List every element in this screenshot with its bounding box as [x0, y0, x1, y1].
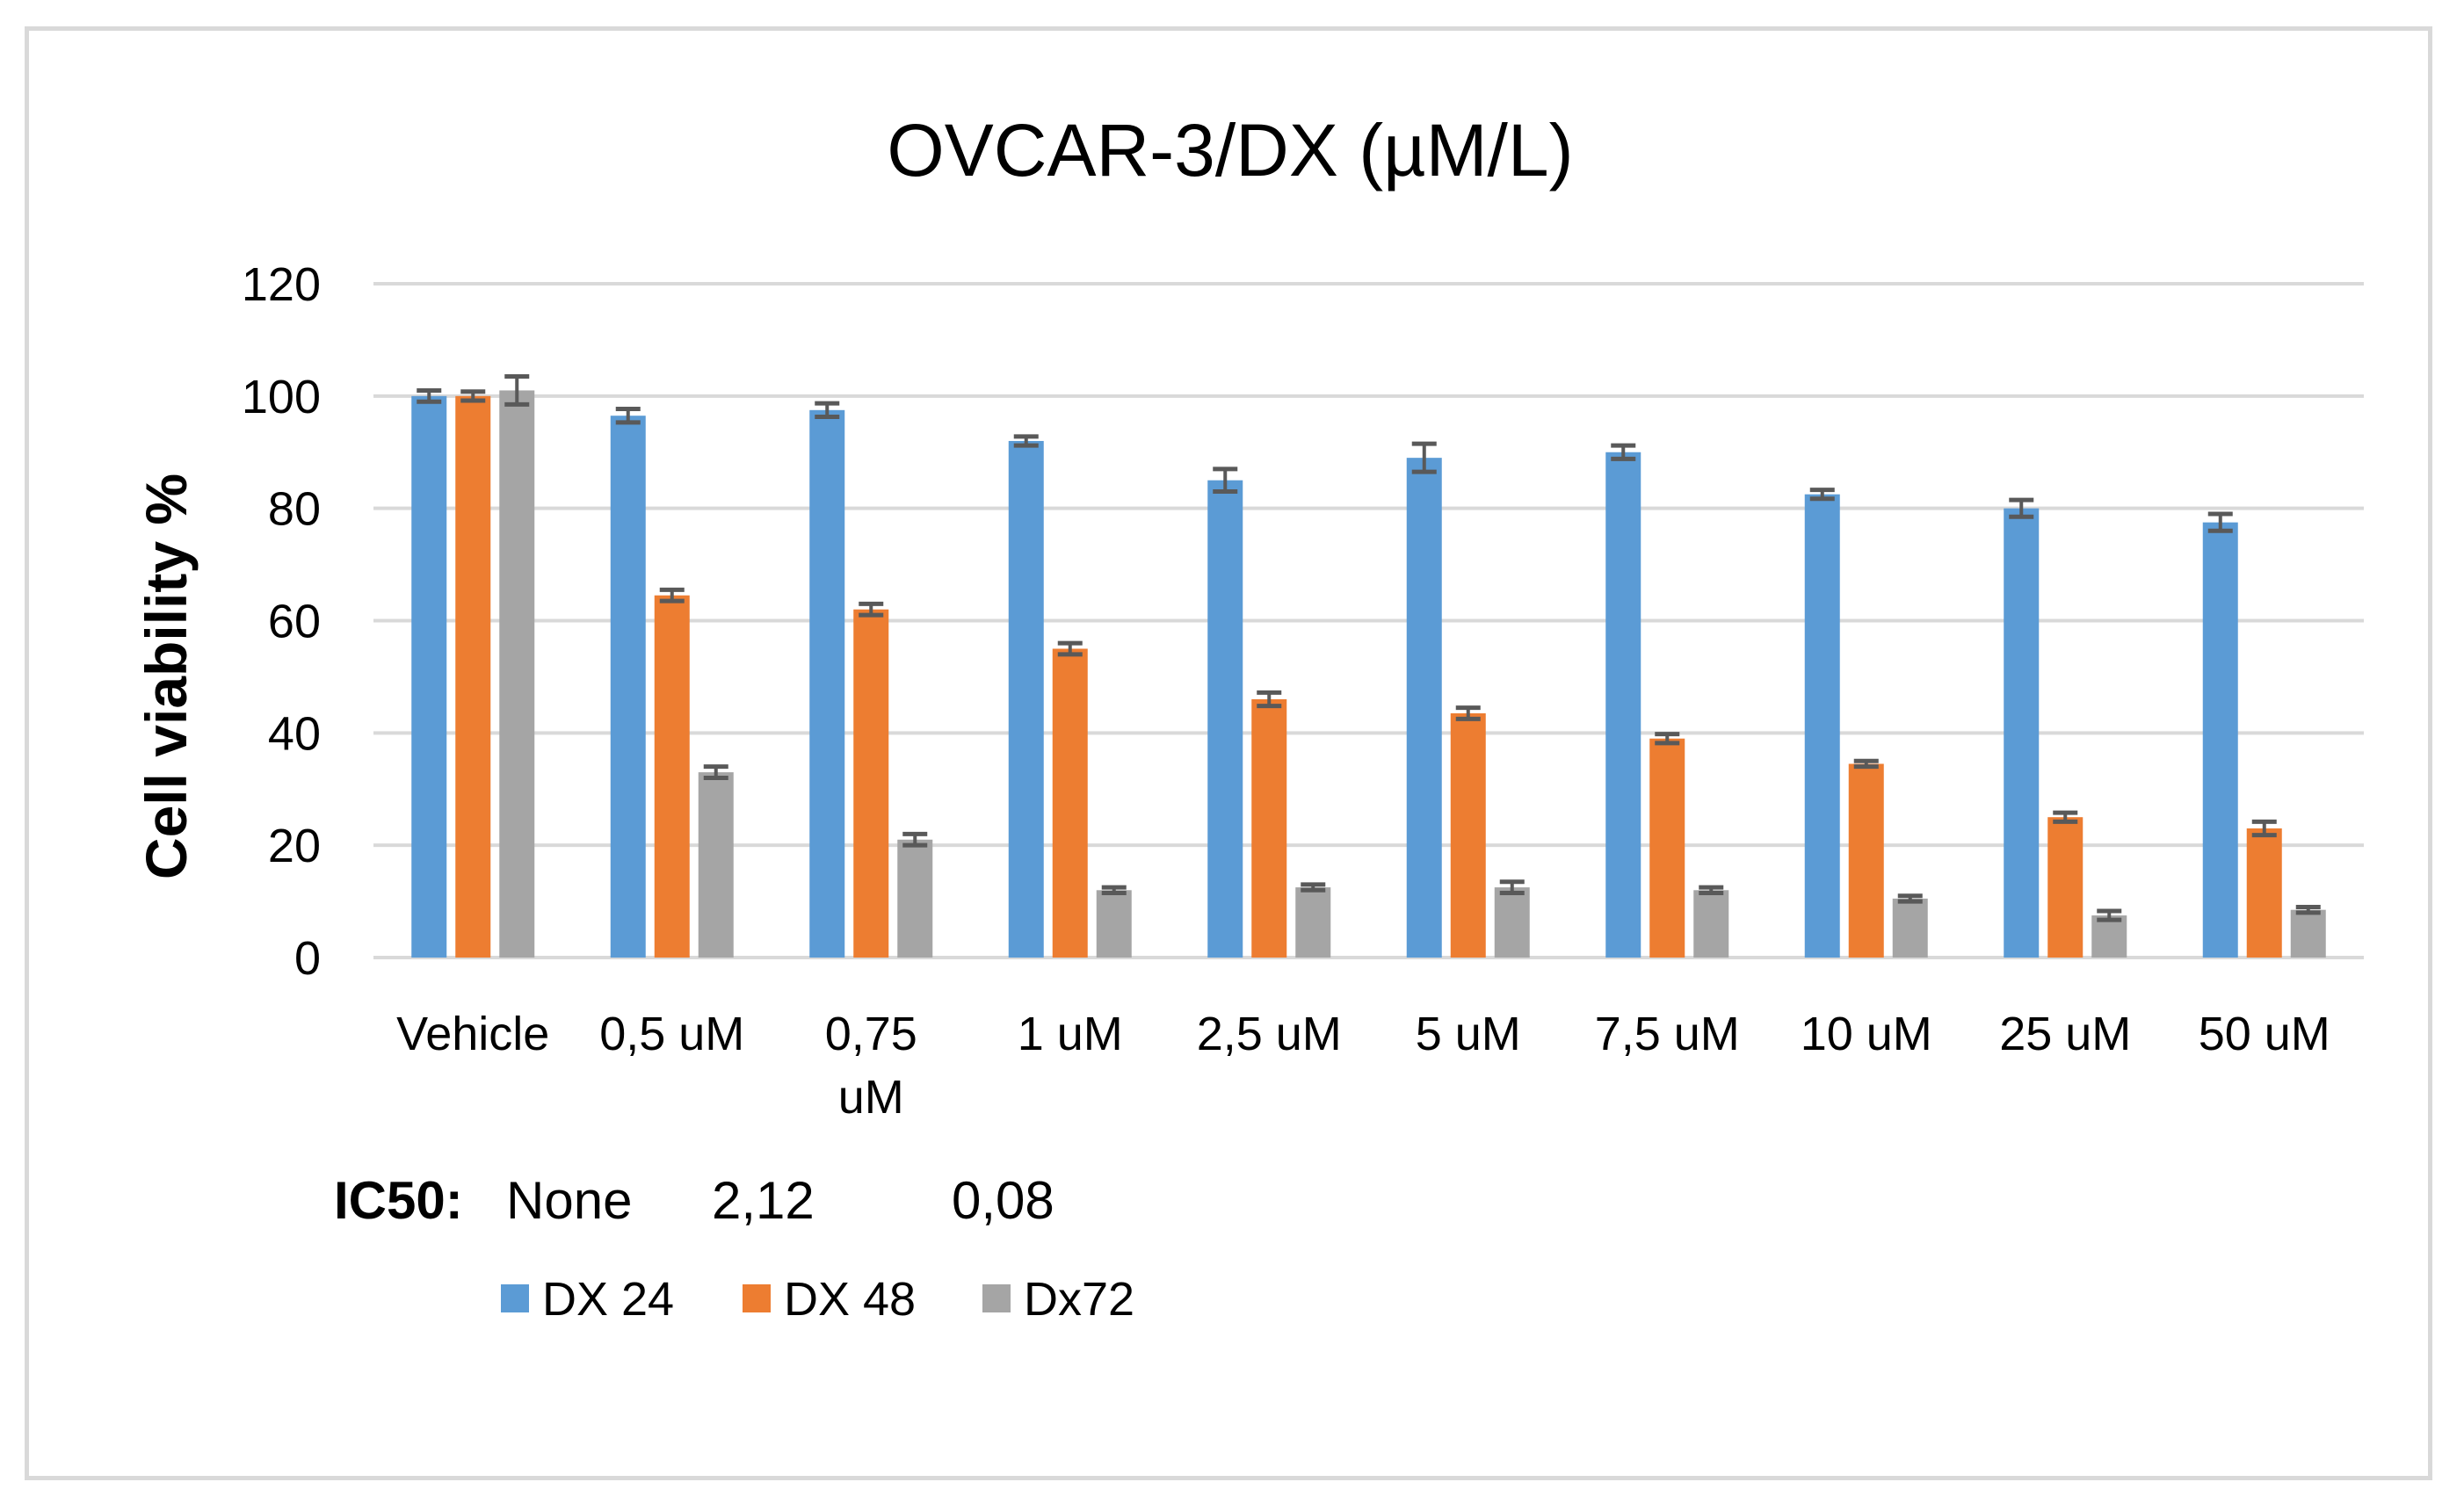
- bar-dx24: [1207, 480, 1243, 958]
- bar-dx72: [1295, 887, 1331, 958]
- bar-dx24: [2004, 508, 2040, 958]
- y-axis-label: Cell viability %: [134, 474, 199, 879]
- legend-label: DX 24: [542, 1273, 674, 1326]
- ic50-label: IC50:: [334, 1171, 463, 1230]
- bar-dx72: [1892, 898, 1928, 958]
- bar-dx72: [698, 772, 734, 958]
- error-bar: [859, 601, 884, 618]
- error-bar: [1013, 434, 1039, 448]
- error-bar: [1411, 441, 1437, 474]
- bar-dx48: [2246, 828, 2282, 958]
- bar-dx72: [1693, 890, 1729, 958]
- y-axis-ticks: 0 20 40 60 80 100 120: [242, 258, 321, 985]
- bar-dx24: [809, 409, 845, 958]
- y-tick-label: 0: [294, 932, 321, 985]
- y-tick-label: 120: [242, 258, 321, 311]
- x-tick-label: 2,5 uM: [1197, 1008, 1342, 1060]
- bar-dx48: [853, 609, 889, 958]
- legend-swatch: [501, 1284, 529, 1312]
- error-bar: [504, 373, 530, 407]
- error-bar: [1655, 732, 1680, 746]
- error-bar: [1611, 443, 1636, 461]
- error-bar: [703, 764, 728, 780]
- x-axis-ticks: Vehicle 0,5 uM 0,75 uM 1 uM 2,5 uM 5 uM 7,5 uM 1…: [396, 1008, 2330, 1124]
- bar-dx72: [499, 390, 535, 958]
- ic50-value-2: 2,12: [712, 1171, 815, 1230]
- legend-item: DX 48: [743, 1273, 916, 1326]
- error-bar: [1301, 882, 1326, 893]
- x-tick-label: 0,75 uM: [825, 1008, 917, 1124]
- bar-dx48: [1649, 738, 1685, 958]
- bar-dx72: [1096, 890, 1132, 958]
- error-bar: [1809, 488, 1835, 502]
- error-bar: [2295, 904, 2321, 915]
- error-bars: [417, 373, 2321, 922]
- x-tick-label: Vehicle: [396, 1008, 549, 1060]
- x-tick-label: 5 uM: [1416, 1008, 1521, 1060]
- bar-dx72: [897, 839, 933, 958]
- error-bar: [2097, 908, 2122, 922]
- ic50-row: IC50: None 2,12 0,08: [334, 1171, 1054, 1230]
- bars: [411, 390, 2326, 958]
- x-tick-label: 10 uM: [1801, 1008, 1932, 1060]
- y-tick-label: 100: [242, 371, 321, 423]
- error-bar: [659, 587, 685, 604]
- bar-dx72: [2091, 915, 2127, 958]
- bar-dx24: [1008, 440, 1044, 958]
- ic50-value-1: None: [506, 1171, 632, 1230]
- bar-dx48: [2047, 817, 2084, 958]
- bar-dx24: [411, 395, 447, 958]
- bar-dx24: [610, 416, 646, 958]
- error-bar: [615, 407, 641, 425]
- error-bar: [460, 389, 486, 403]
- error-bar: [902, 831, 928, 848]
- bar-dx72: [2290, 909, 2326, 958]
- ic50-value-3: 0,08: [952, 1171, 1054, 1230]
- error-bar: [417, 387, 442, 404]
- error-bar: [2207, 511, 2233, 533]
- legend: DX 24 DX 48 Dx72: [501, 1273, 1134, 1326]
- bar-dx48: [1251, 698, 1287, 958]
- legend-swatch: [982, 1284, 1011, 1312]
- bar-dx24: [1804, 494, 1840, 958]
- y-tick-label: 40: [268, 707, 321, 760]
- error-bar: [1101, 885, 1127, 895]
- y-tick-label: 80: [268, 483, 321, 536]
- error-bar: [815, 401, 840, 419]
- error-bar: [1897, 893, 1923, 904]
- error-bar: [1257, 690, 1282, 709]
- legend-label: Dx72: [1024, 1273, 1134, 1326]
- error-bar: [2251, 819, 2277, 838]
- x-tick-label: 25 uM: [1999, 1008, 2131, 1060]
- error-bar: [2053, 810, 2078, 824]
- error-bar: [1853, 758, 1879, 770]
- error-bar: [1213, 466, 1238, 494]
- x-tick-label: 0,5 uM: [599, 1008, 744, 1060]
- x-tick-label: 7,5 uM: [1595, 1008, 1740, 1060]
- error-bar: [1699, 885, 1724, 895]
- error-bar: [1057, 640, 1083, 657]
- bar-dx24: [2202, 522, 2238, 958]
- legend-label: DX 48: [784, 1273, 916, 1326]
- bar-dx24: [1406, 458, 1442, 958]
- y-tick-label: 60: [268, 596, 321, 648]
- error-bar: [1455, 705, 1481, 721]
- x-tick-label: 1 uM: [1018, 1008, 1123, 1060]
- bar-dx48: [1450, 712, 1486, 958]
- legend-item: DX 24: [501, 1273, 674, 1326]
- y-tick-label: 20: [268, 820, 321, 872]
- bar-dx48: [1052, 648, 1088, 958]
- bar-dx48: [1848, 763, 1884, 958]
- error-bar: [2009, 497, 2034, 519]
- legend-swatch: [743, 1284, 771, 1312]
- bar-dx24: [1605, 452, 1641, 958]
- chart-title: OVCAR-3/DX (µM/L): [887, 109, 1573, 192]
- error-bar: [1499, 879, 1525, 895]
- bar-dx48: [654, 595, 690, 958]
- legend-item: Dx72: [982, 1273, 1134, 1326]
- bar-dx72: [1494, 887, 1530, 958]
- bar-dx48: [455, 395, 491, 958]
- x-tick-label: 50 uM: [2199, 1008, 2330, 1060]
